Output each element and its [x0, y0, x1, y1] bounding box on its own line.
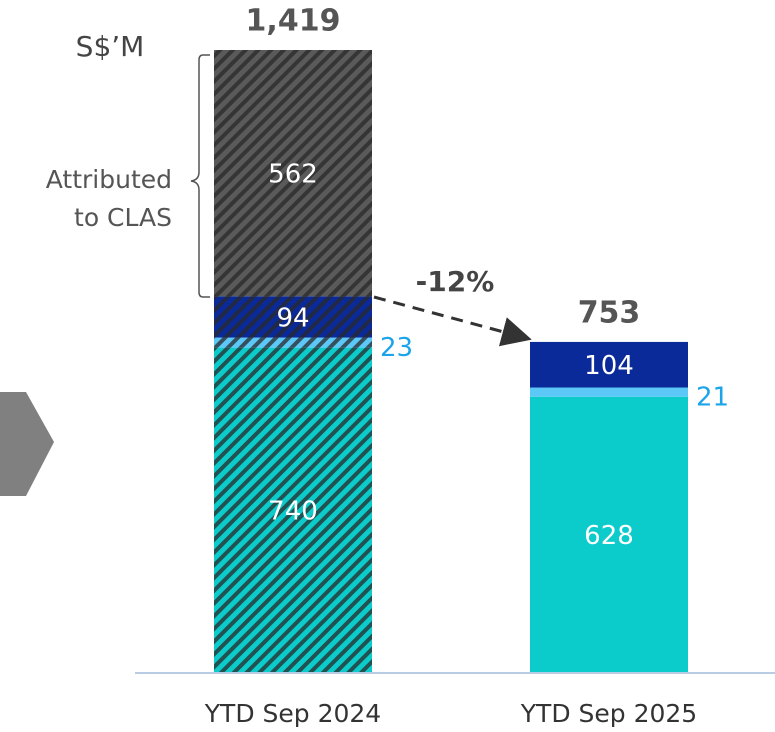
side-arrow	[0, 392, 54, 496]
value-label: 104	[584, 351, 634, 381]
change-label: -12%	[416, 265, 495, 298]
x-tick-label: YTD Sep 2024	[204, 699, 381, 728]
hatch	[214, 50, 372, 297]
change-arrow	[373, 295, 532, 347]
bracket	[190, 54, 210, 298]
hatch	[214, 347, 372, 672]
total-label: 753	[578, 295, 641, 330]
x-tick-label: YTD Sep 2025	[520, 699, 697, 728]
bar-segment	[530, 341, 688, 388]
bar-segment	[530, 387, 688, 397]
value-label: 562	[268, 160, 318, 190]
hatch	[214, 337, 372, 348]
bracket-label: Attributed	[46, 165, 172, 194]
value-label: 628	[584, 521, 634, 551]
value-label: 94	[276, 303, 309, 333]
value-label: 23	[380, 333, 413, 363]
hatch	[214, 296, 372, 338]
value-label: 21	[696, 383, 729, 413]
bar-segment	[530, 396, 688, 672]
total-label: 1,419	[246, 4, 341, 39]
value-label: 740	[268, 496, 318, 526]
unit-label: S$’M	[76, 30, 145, 63]
bracket-label: to CLAS	[74, 203, 172, 232]
